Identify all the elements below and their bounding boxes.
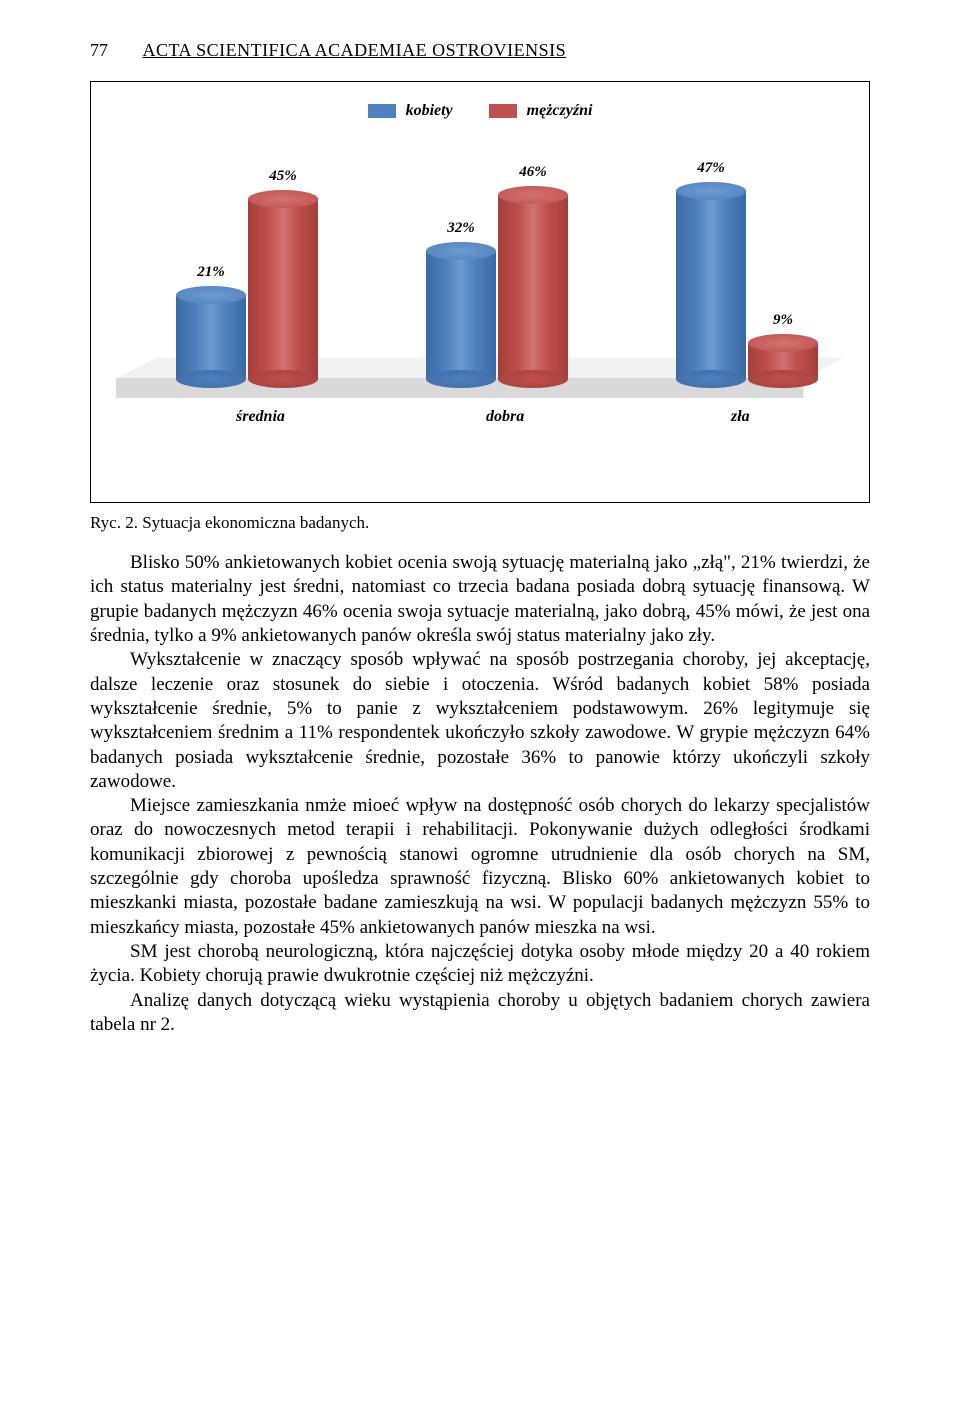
bar-mezczyzni: 9%	[748, 334, 818, 388]
bar-kobiety: 47%	[676, 182, 746, 388]
bar-kobiety: 32%	[426, 242, 496, 388]
bar-mezczyzni: 46%	[498, 186, 568, 388]
legend-swatch-mezczyzni	[489, 104, 517, 118]
chart-x-axis-labels: średnia dobra zła	[106, 408, 854, 432]
x-axis-label: średnia	[236, 408, 285, 426]
bar-mezczyzni: 45%	[248, 190, 318, 388]
page-number: 77	[90, 40, 108, 61]
paragraph: SM jest chorobą neurologiczną, która naj…	[90, 940, 870, 989]
journal-title: ACTA SCIENTIFICA ACADEMIAE OSTROVIENSIS	[143, 40, 567, 60]
bar-value-label: 9%	[773, 312, 793, 329]
legend-swatch-kobiety	[368, 104, 396, 118]
bar-value-label: 32%	[447, 220, 475, 237]
paragraph: Miejsce zamieszkania nmże mioeć wpływ na…	[90, 794, 870, 940]
paragraph: Analizę danych dotyczącą wieku wystąpien…	[90, 989, 870, 1038]
x-axis-label: zła	[731, 408, 750, 426]
legend-label: mężczyźni	[527, 102, 593, 119]
bar-value-label: 47%	[697, 160, 725, 177]
body-text: Blisko 50% ankietowanych kobiet ocenia s…	[90, 551, 870, 1037]
bar-value-label: 21%	[197, 264, 225, 281]
legend-item: kobiety	[368, 102, 453, 120]
chart-plot-area: 21%45%32%46%47%9%	[116, 148, 844, 398]
bar-kobiety: 21%	[176, 286, 246, 388]
legend-item: mężczyźni	[489, 102, 593, 120]
page-header: 77 ACTA SCIENTIFICA ACADEMIAE OSTROVIENS…	[90, 40, 870, 61]
chart-legend: kobiety mężczyźni	[106, 102, 854, 120]
bar-value-label: 45%	[269, 168, 297, 185]
chart-container: kobiety mężczyźni 21%45%32%46%47%9% śred…	[90, 81, 870, 503]
paragraph: Blisko 50% ankietowanych kobiet ocenia s…	[90, 551, 870, 648]
legend-label: kobiety	[406, 102, 453, 119]
paragraph: Wykształcenie w znaczący sposób wpływać …	[90, 648, 870, 794]
figure-caption: Ryc. 2. Sytuacja ekonomiczna badanych.	[90, 513, 870, 533]
bar-value-label: 46%	[519, 164, 547, 181]
x-axis-label: dobra	[486, 408, 524, 426]
